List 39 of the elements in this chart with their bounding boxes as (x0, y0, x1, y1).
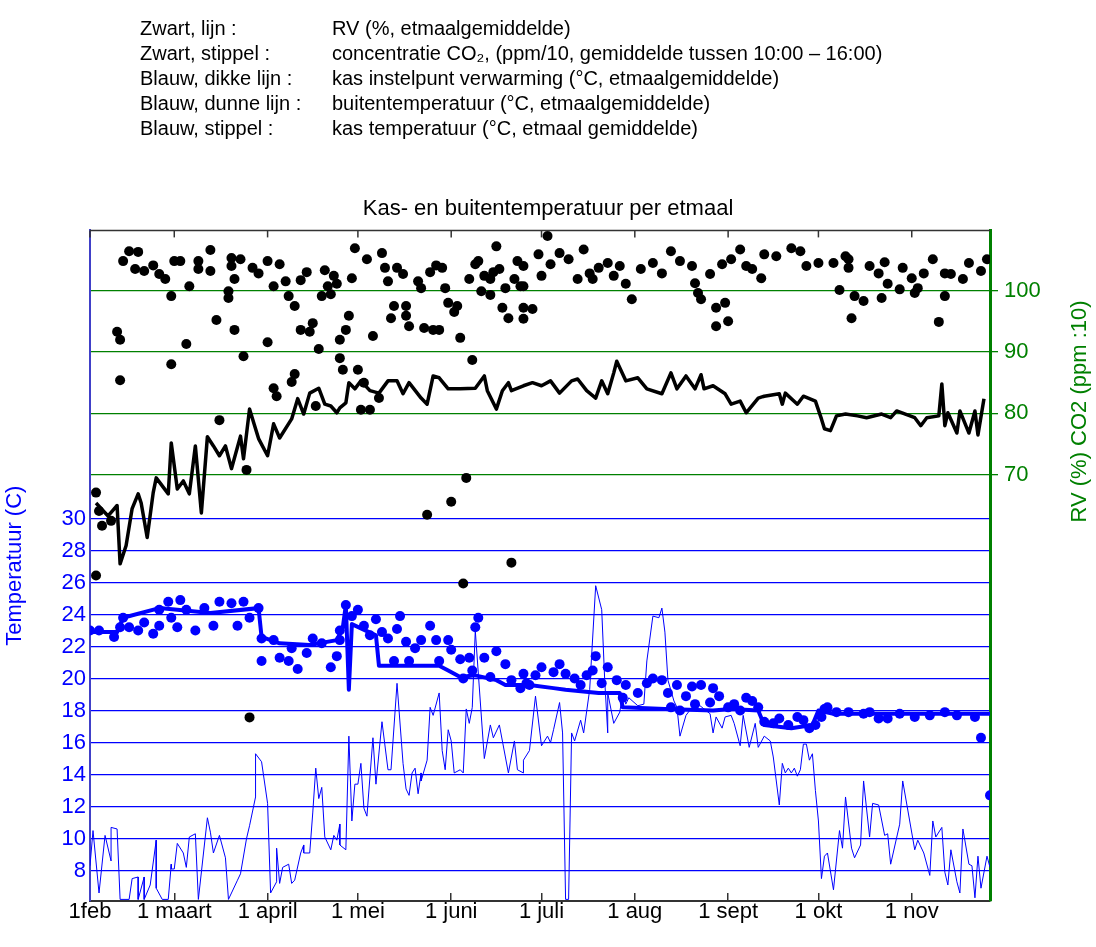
text: Blauw, dikke lijn : (140, 66, 294, 91)
y-tick-label: 16 (61, 728, 86, 754)
text: kas instelpunt verwarming (°C, etmaalgemiddelde) (332, 66, 781, 91)
y-axis-title: Temperatuur (C) (1, 485, 27, 646)
y-tick-label: 22 (61, 632, 86, 658)
y-tick-label: 8 (73, 856, 86, 882)
x-tick-label: 1 april (237, 898, 298, 924)
chart-title: Kas- en buitentemperatuur per etmaal (362, 195, 734, 221)
y2-tick-label: 90 (1004, 338, 1029, 364)
x-tick-label: 1 juli (518, 898, 565, 924)
y2-tick-label: 100 (1004, 276, 1041, 302)
x-tick-label: 1 juni (424, 898, 478, 924)
x-tick-label: 1feb (68, 898, 112, 924)
y-tick-label: 10 (61, 824, 86, 850)
text: Blauw, dunne lijn : (140, 91, 303, 116)
text: Blauw, stippel : (140, 116, 275, 141)
y-tick-label: 24 (61, 600, 86, 626)
y2-tick-label: 70 (1004, 460, 1029, 486)
x-tick-label: 1 maart (136, 898, 212, 924)
text: buitentemperatuur (°C, etmaalgemiddelde) (332, 91, 712, 116)
y2-tick-label: 80 (1004, 399, 1029, 425)
text: concentratie CO₂, (ppm/10, gemiddelde tussen 10:00 – 16:00) (332, 41, 883, 66)
x-tick-label: 1 sept (698, 898, 759, 924)
y-tick-label: 30 (61, 504, 86, 530)
text: kas temperatuur (°C, etmaal gemiddelde) (332, 116, 699, 141)
y-tick-label: 18 (61, 696, 86, 722)
x-tick-label: 1 aug (607, 898, 663, 924)
y-tick-label: 26 (61, 568, 86, 594)
text: Zwart, lijn : (140, 16, 238, 41)
x-tick-label: 1 okt (794, 898, 843, 924)
y-tick-label: 20 (61, 664, 86, 690)
y2-axis-title: RV (%) CO2 (ppm :10) (1066, 300, 1092, 523)
x-tick-label: 1 mei (330, 898, 385, 924)
text: Zwart, stippel : (140, 41, 272, 66)
x-tick-label: 1 nov (884, 898, 939, 924)
text: RV (%, etmaalgemiddelde) (332, 16, 572, 41)
y-tick-label: 12 (61, 792, 86, 818)
y-tick-label: 14 (61, 760, 86, 786)
y-tick-label: 28 (61, 536, 86, 562)
